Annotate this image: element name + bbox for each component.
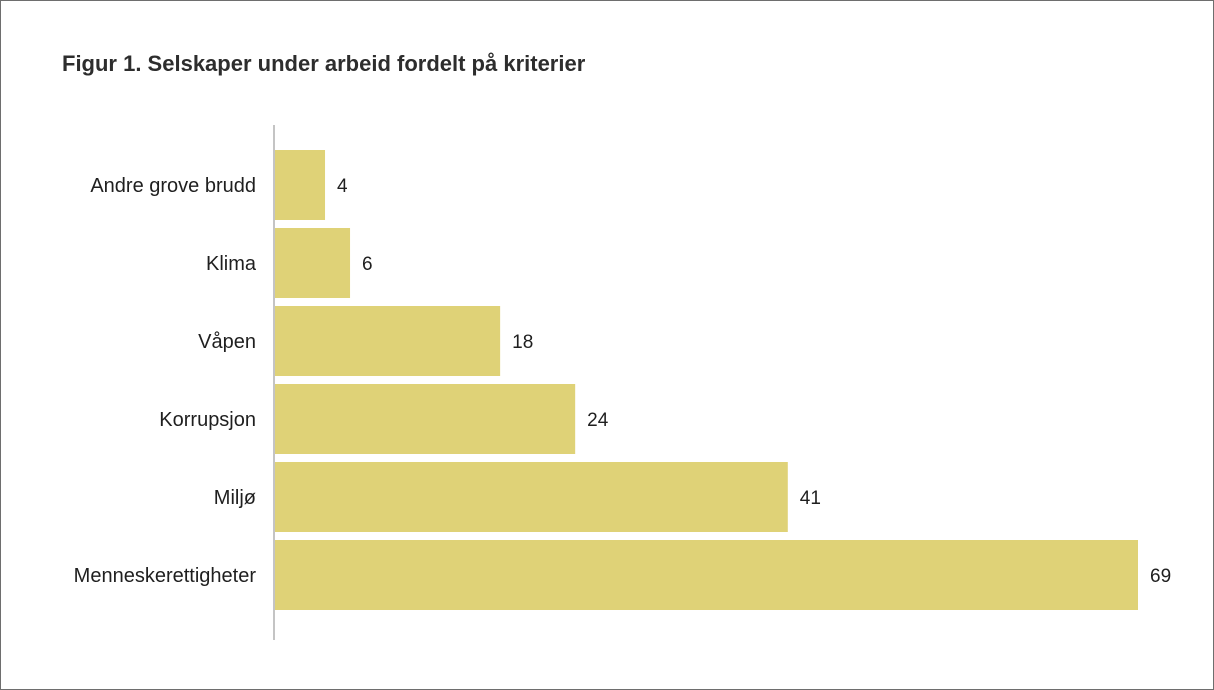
- category-label: Våpen: [198, 331, 256, 353]
- value-label: 69: [1150, 566, 1171, 587]
- category-label: Miljø: [214, 487, 256, 509]
- category-labels: Andre grove brudd Klima Våpen Korrupsjon Mil…: [74, 175, 257, 587]
- value-labels: 4 6 18 24 41 69: [337, 176, 1171, 587]
- bar-3: [275, 384, 576, 454]
- category-label: Korrupsjon: [159, 409, 256, 431]
- category-label: Menneskerettigheter: [74, 565, 257, 587]
- category-label: Andre grove brudd: [90, 175, 256, 197]
- bar-5: [275, 540, 1138, 610]
- bar-2: [275, 306, 501, 376]
- bar-0: [275, 150, 326, 220]
- value-label: 18: [512, 332, 533, 353]
- category-label: Klima: [206, 253, 257, 275]
- bar-4: [275, 462, 788, 532]
- chart-title: Figur 1. Selskaper under arbeid fordelt …: [62, 51, 586, 76]
- bars-group: [275, 150, 1138, 610]
- value-label: 41: [800, 488, 821, 509]
- value-label: 24: [587, 410, 609, 431]
- bar-1: [275, 228, 351, 298]
- value-label: 4: [337, 176, 348, 197]
- value-label: 6: [362, 254, 373, 275]
